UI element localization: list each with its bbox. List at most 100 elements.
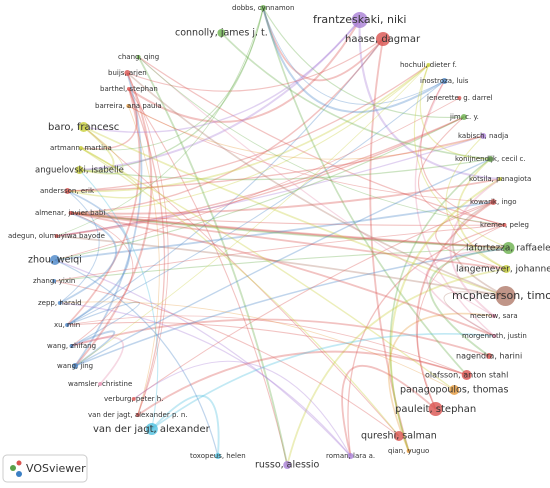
edge <box>347 224 505 457</box>
logo-icon <box>16 460 22 466</box>
node <box>480 133 487 139</box>
edge <box>262 7 384 82</box>
node-label: van der jagt, alexander <box>93 424 211 435</box>
node-label: barthel, stephan <box>100 85 158 93</box>
edge <box>54 116 465 261</box>
node <box>131 397 136 401</box>
edge <box>262 7 464 119</box>
node <box>502 242 515 254</box>
node <box>426 63 431 67</box>
node <box>495 286 516 306</box>
node <box>406 449 411 453</box>
edge <box>443 291 506 337</box>
node <box>460 114 467 120</box>
logo[interactable]: VOSviewer <box>2 454 88 483</box>
node-label: roman, lara a. <box>326 452 375 460</box>
node-label: anguelovski, isabelle <box>35 166 124 176</box>
node-label: van der jagt, alexander p. n. <box>88 411 188 419</box>
edge <box>449 178 501 317</box>
edge <box>56 116 465 237</box>
edge <box>415 201 494 410</box>
node <box>126 104 131 108</box>
edge <box>79 19 361 171</box>
node-label: jim, c. y. <box>449 113 479 121</box>
logo-text: VOSviewer <box>26 462 86 475</box>
node-label: kotsila, panagiota <box>469 175 531 183</box>
node-label: wamsler, christine <box>68 380 132 388</box>
edge <box>456 158 507 270</box>
node-label: buijs, arjen <box>108 69 147 77</box>
edge <box>67 135 484 192</box>
node-label: jenerette, g. darrel <box>426 94 493 102</box>
node-label: zhang, yixin <box>33 277 75 285</box>
edge <box>70 64 429 214</box>
edge <box>70 212 507 270</box>
edge <box>66 80 445 326</box>
node-label: connolly, james j. t. <box>175 28 268 39</box>
edge <box>74 247 509 367</box>
edge <box>127 105 160 416</box>
edge <box>80 7 264 151</box>
edge <box>128 105 494 203</box>
edge <box>67 321 467 376</box>
node-label: haase, dagmar <box>345 34 421 45</box>
edge <box>138 56 495 317</box>
edge <box>54 97 460 261</box>
node <box>78 122 89 132</box>
logo-icon <box>10 465 16 471</box>
node-label: barreira, ana paula <box>95 102 162 110</box>
node-label: baro, francesc <box>48 122 119 133</box>
node <box>214 453 221 459</box>
edge <box>428 247 509 357</box>
node-label: meerow, sara <box>470 312 518 320</box>
node <box>486 353 493 359</box>
edge <box>127 38 384 92</box>
node <box>78 146 83 150</box>
node <box>498 177 503 181</box>
edge <box>128 88 288 466</box>
edge <box>54 224 505 282</box>
node <box>449 385 460 395</box>
logo-box <box>2 454 88 483</box>
node-label: wang, jing <box>57 362 93 370</box>
edge <box>79 169 159 430</box>
node-label: nagendra, harini <box>456 352 522 361</box>
node-label: pauleit, stephan <box>395 404 476 415</box>
edge <box>286 268 507 466</box>
edge <box>79 126 124 175</box>
node-label: inostroza, luis <box>420 77 469 85</box>
node-label: artmann, martina <box>50 144 112 152</box>
edge <box>341 365 437 457</box>
edge <box>56 235 506 297</box>
nodes: dobbs, cynnamon connolly, james j. t. fran… <box>8 4 550 471</box>
edge <box>56 7 264 237</box>
edge <box>138 56 505 226</box>
edge <box>79 126 115 173</box>
edge <box>74 72 153 367</box>
node <box>65 323 70 327</box>
edge <box>80 147 400 437</box>
node-label: almenar, javier babí <box>35 209 106 217</box>
edge <box>74 72 143 367</box>
edge <box>70 212 495 337</box>
edge <box>220 32 491 160</box>
edge <box>389 158 491 452</box>
edge <box>133 360 352 457</box>
node <box>98 382 103 386</box>
node <box>502 265 511 273</box>
edge <box>54 201 494 261</box>
edge <box>389 178 501 452</box>
node <box>461 370 472 380</box>
node-label: toxopeus, helen <box>190 452 246 460</box>
node <box>54 234 59 238</box>
node <box>145 423 158 435</box>
node <box>124 70 131 76</box>
edge <box>418 116 505 226</box>
node-label: frantzeskaki, niki <box>313 13 406 26</box>
node-label: hochuli, dieter f. <box>400 61 457 69</box>
edge <box>71 336 125 385</box>
node <box>126 87 131 91</box>
node <box>260 5 267 11</box>
node <box>64 188 71 194</box>
